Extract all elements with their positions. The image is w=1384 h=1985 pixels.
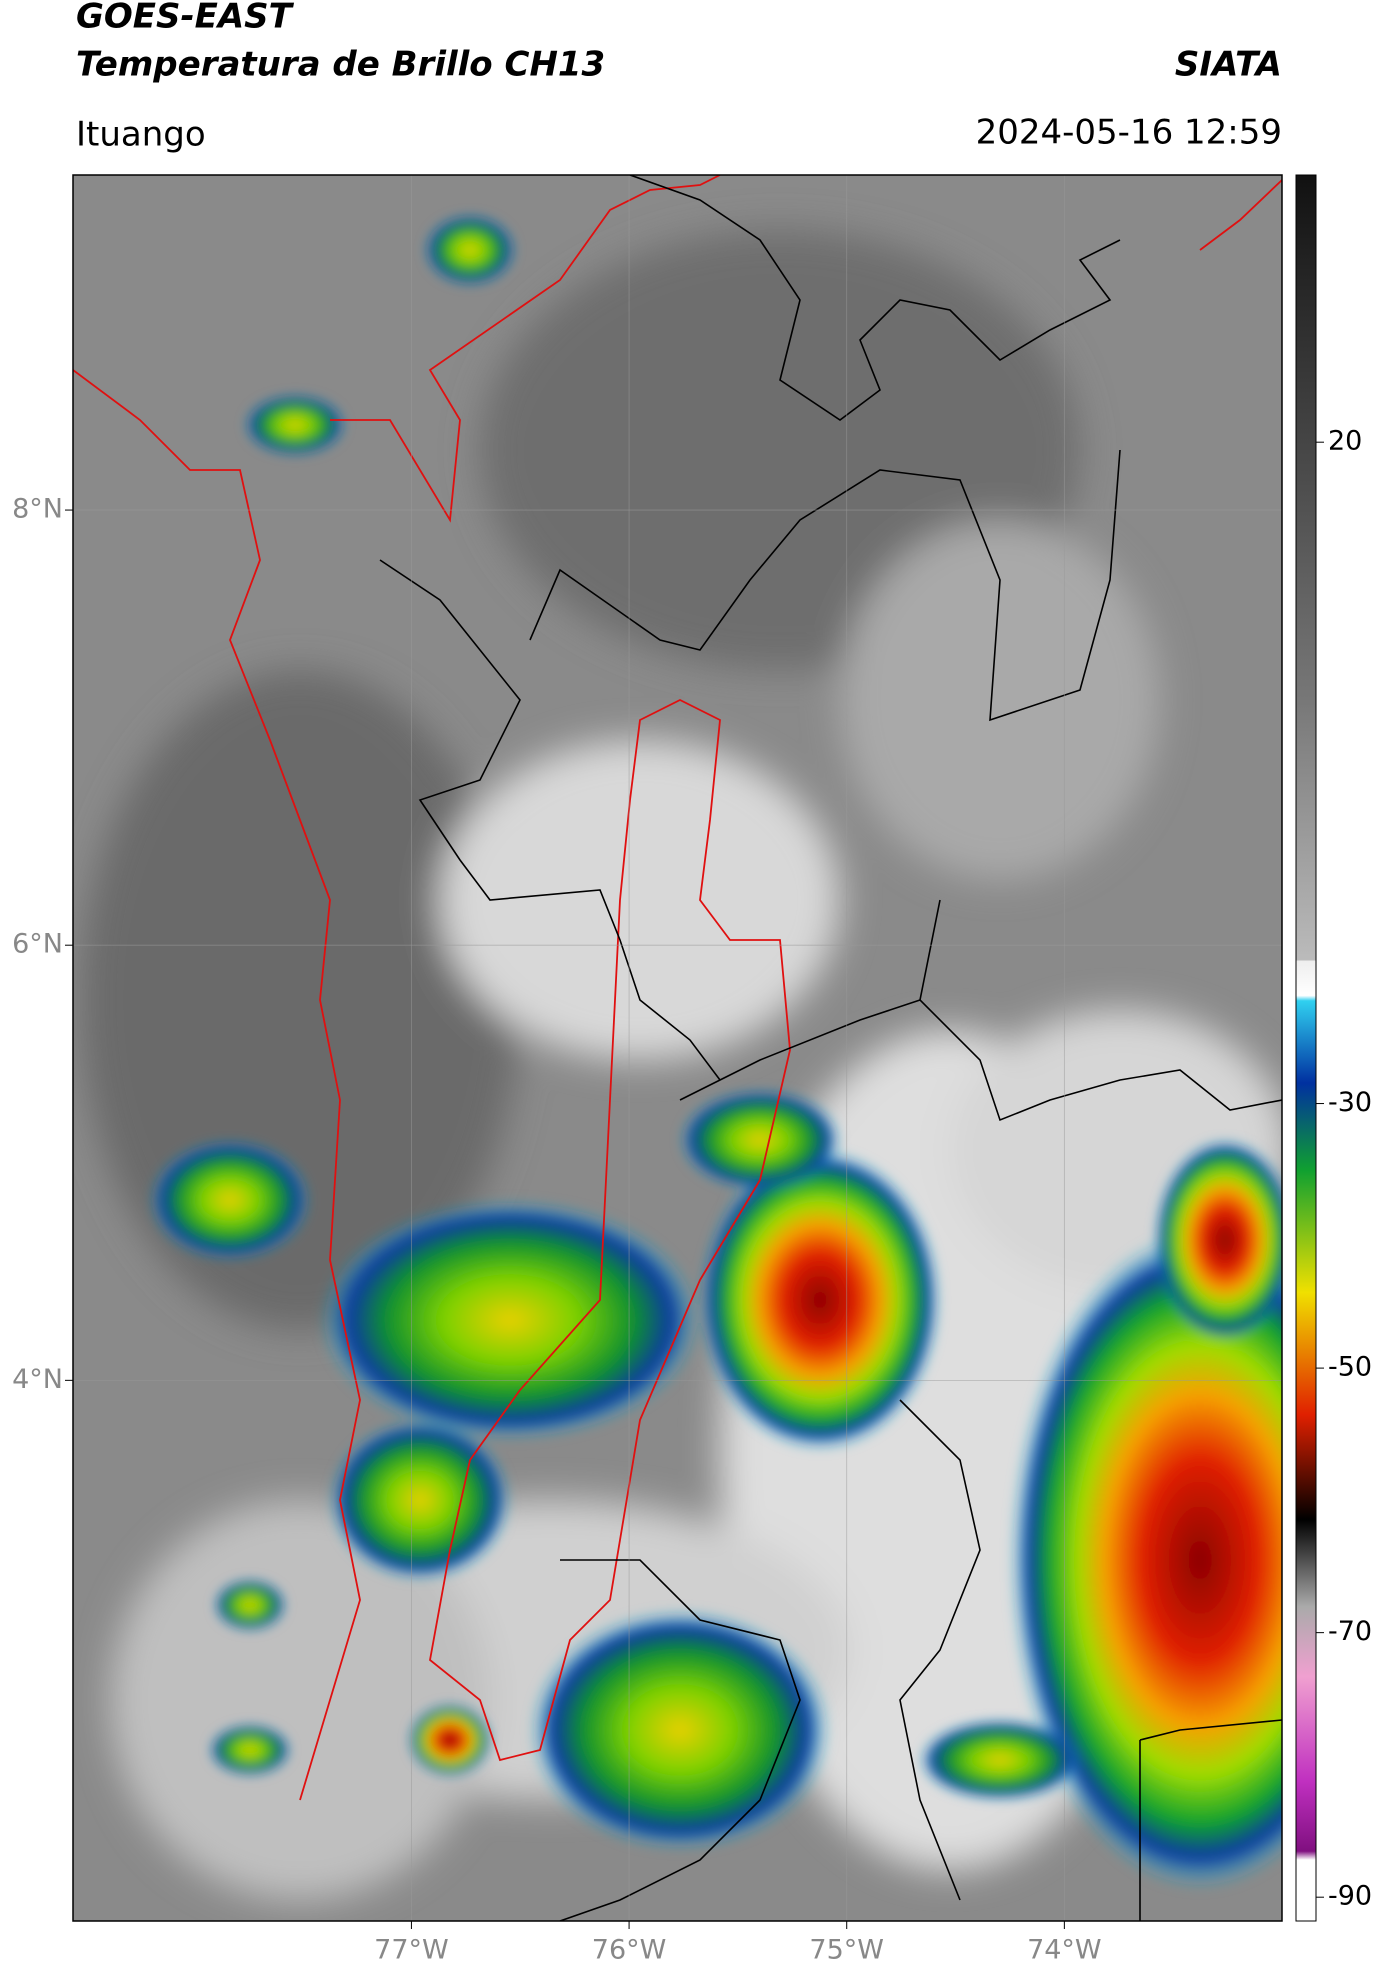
place: Ituango bbox=[76, 115, 206, 155]
colorbar-tick-label: -90 bbox=[1328, 1881, 1372, 1912]
brand: SIATA bbox=[1175, 45, 1282, 85]
subtitle: Temperatura de Brillo CH13 bbox=[76, 45, 605, 85]
x-tick-label: 74°W bbox=[1027, 1935, 1102, 1966]
x-tick-label: 76°W bbox=[592, 1935, 667, 1966]
colorbar bbox=[1295, 174, 1317, 1922]
colorbar-tick-label: -70 bbox=[1328, 1616, 1372, 1647]
satellite-image bbox=[73, 175, 1282, 1921]
colorbar-tick-label: 20 bbox=[1328, 426, 1362, 457]
x-tick-label: 77°W bbox=[374, 1935, 449, 1966]
map-frame bbox=[72, 174, 1283, 1922]
x-tick-label: 75°W bbox=[809, 1935, 884, 1966]
datetime: 2024-05-16 12:59 bbox=[976, 113, 1282, 153]
colorbar-tick-label: -50 bbox=[1328, 1352, 1372, 1383]
title: GOES-EAST bbox=[76, 0, 295, 37]
y-tick-label: 4°N bbox=[12, 1364, 63, 1395]
y-tick-label: 6°N bbox=[12, 929, 63, 960]
y-tick-label: 8°N bbox=[12, 494, 63, 525]
colorbar-tick-label: -30 bbox=[1328, 1087, 1372, 1118]
